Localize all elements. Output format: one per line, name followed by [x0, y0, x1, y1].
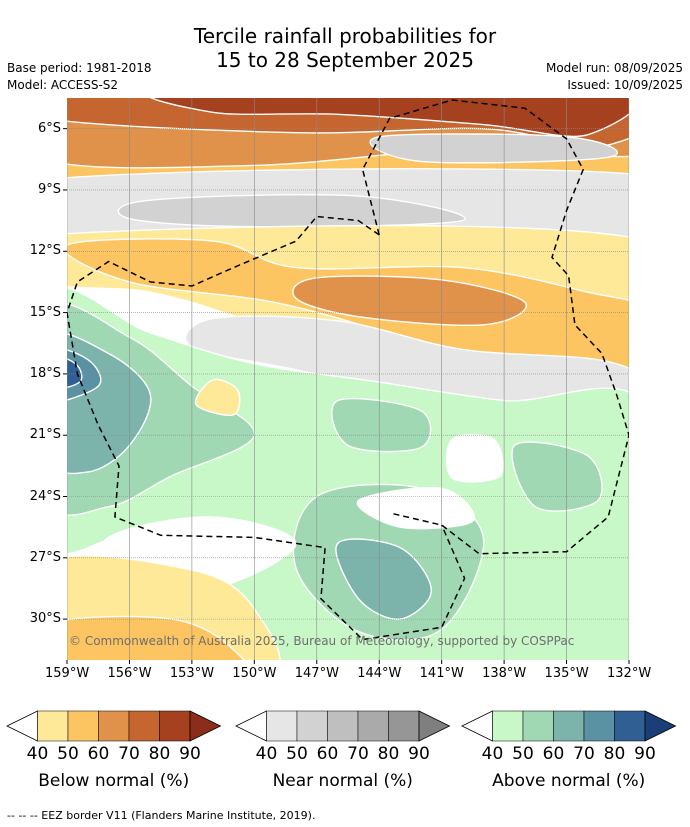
colorbar-title-near: Near normal (%) [272, 771, 413, 791]
eez-border-line [67, 215, 466, 641]
colorbar-above [461, 710, 677, 742]
region-below-50 [67, 615, 245, 660]
colorbar-swatch [492, 710, 524, 742]
colorbar-over-arrow [418, 710, 451, 742]
issued-label: Issued: 10/09/2025 [567, 78, 683, 92]
colorbar-title-above: Above normal (%) [492, 771, 646, 791]
colorbar-title-below: Below normal (%) [38, 771, 190, 791]
colorbar-tick-label: 60 [542, 744, 565, 764]
colorbar-swatch [159, 710, 191, 742]
colorbar-legend [6, 710, 677, 742]
colorbar-tick-label: 70 [118, 744, 140, 764]
colorbar-tick-label: 90 [408, 744, 430, 764]
colorbar-tick-label: 90 [634, 744, 656, 764]
colorbar-swatch [98, 710, 130, 742]
region-above-50 [511, 441, 603, 512]
x-tick-label: 153°W [169, 666, 215, 681]
colorbar-tick-label: 50 [57, 744, 79, 764]
colorbar-swatch [327, 710, 359, 742]
x-tick-label: 156°W [107, 666, 152, 681]
colorbar-swatch [67, 710, 99, 742]
x-tick-label: 132°W [607, 666, 652, 681]
colorbar-swatch [388, 710, 420, 742]
region-above-50 [331, 397, 432, 453]
colorbar-tick-label: 40 [26, 744, 49, 764]
rainfall-probability-map [63, 98, 630, 664]
model-label: Model: ACCESS-S2 [7, 78, 119, 92]
region-near-50 [369, 133, 618, 164]
region-above-80 [67, 358, 83, 389]
y-tick-label: 12°S [29, 243, 61, 259]
y-tick-label: 21°S [29, 427, 61, 443]
copyright-credit: © Commonwealth of Australia 2025, Bureau… [69, 634, 575, 648]
y-tick-label: 18°S [29, 365, 61, 381]
colorbar-tick-label: 60 [87, 744, 110, 764]
eez-border-line [361, 99, 629, 555]
colorbar-tick-label: 80 [148, 744, 171, 764]
colorbar-under-arrow [461, 710, 493, 742]
colorbar-swatch [583, 710, 615, 742]
x-tick-label: 147°W [294, 666, 339, 681]
region-below-60 [292, 275, 527, 327]
y-tick-label: 30°S [29, 611, 61, 627]
colorbar-tick-label: 40 [481, 744, 504, 764]
colorbar-over-arrow [644, 710, 677, 742]
region-white-0 [356, 486, 476, 530]
region-below-80 [150, 98, 629, 138]
graticule [67, 98, 629, 660]
colorbar-near [235, 710, 451, 742]
colorbar-swatch [614, 710, 646, 742]
region-below-40 [194, 378, 241, 416]
region-near-50 [117, 194, 466, 228]
colorbar-swatch [522, 710, 554, 742]
region-near-40 [185, 315, 629, 409]
y-tick-label: 9°S [37, 181, 61, 197]
colorbar-swatch [296, 710, 328, 742]
colorbar-over-arrow [189, 710, 222, 742]
colorbar-tick-label: 40 [255, 744, 278, 764]
region-white-0 [445, 433, 504, 483]
x-tick-label: 144°W [357, 666, 402, 681]
chart-title-line-1: Tercile rainfall probabilities for [193, 24, 497, 48]
region-above-60 [335, 538, 433, 620]
colorbar-tick-label: 70 [347, 744, 369, 764]
colorbar-tick-label: 80 [603, 744, 626, 764]
colorbar-tick-label: 60 [316, 744, 339, 764]
y-tick-label: 15°S [29, 304, 61, 320]
colorbar-swatch [37, 710, 69, 742]
base-period-label: Base period: 1981-2018 [7, 61, 152, 75]
model-run-label: Model run: 08/09/2025 [545, 61, 683, 75]
colorbar-tick-label: 90 [179, 744, 201, 764]
colorbar-tick-label: 70 [573, 744, 595, 764]
x-tick-label: 141°W [419, 666, 464, 681]
axis-ticks [63, 128, 630, 664]
eez-border [67, 99, 629, 641]
x-tick-label: 150°W [232, 666, 277, 681]
x-tick-label: 135°W [544, 666, 589, 681]
colorbar-swatch [553, 710, 585, 742]
x-tick-label: 138°W [482, 666, 527, 681]
colorbar-under-arrow [6, 710, 38, 742]
colorbar-swatch [128, 710, 160, 742]
colorbar-tick-label: 50 [512, 744, 534, 764]
x-tick-label: 159°W [45, 666, 90, 681]
y-tick-label: 24°S [29, 488, 61, 504]
chart-title-line-2: 15 to 28 September 2025 [216, 48, 474, 72]
colorbar-tick-label: 80 [377, 744, 400, 764]
y-tick-label: 27°S [29, 549, 61, 565]
eez-footnote: -- -- -- EEZ border V11 (Flanders Marine… [7, 809, 316, 822]
colorbar-tick-label: 50 [286, 744, 308, 764]
probability-regions [67, 98, 629, 660]
colorbar-below [6, 710, 222, 742]
colorbar-swatch [357, 710, 389, 742]
colorbar-swatch [266, 710, 298, 742]
y-tick-label: 6°S [37, 120, 61, 136]
colorbar-under-arrow [235, 710, 267, 742]
